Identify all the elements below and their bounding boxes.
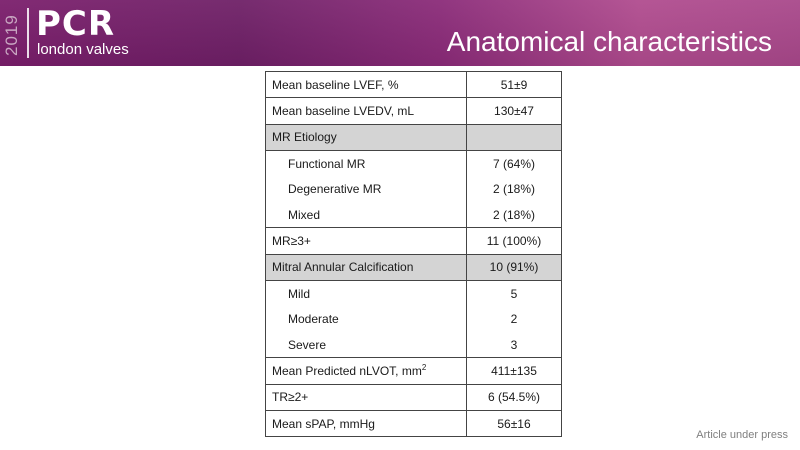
row-label: Mild	[265, 280, 467, 307]
row-label: Mean Predicted nLVOT, mm2	[265, 357, 467, 385]
table-row: Mean baseline LVEDV, mL 130±47	[265, 97, 562, 125]
row-label: Mitral Annular Calcification	[265, 253, 467, 281]
table-row: Moderate 2	[265, 306, 562, 332]
event-year: 2019	[2, 14, 21, 56]
table-row: Functional MR 7 (64%)	[265, 150, 562, 177]
table-row: Mean Predicted nLVOT, mm2 411±135	[265, 357, 562, 385]
row-value: 5	[466, 280, 562, 307]
row-label: Moderate	[265, 306, 467, 332]
row-value: 2 (18%)	[466, 176, 562, 202]
table-row: MR Etiology	[265, 123, 562, 151]
logo-divider	[27, 8, 29, 58]
table-row: Severe 3	[265, 331, 562, 358]
table-row: Mean baseline LVEF, % 51±9	[265, 70, 562, 98]
row-label: MR Etiology	[265, 123, 467, 151]
row-value: 7 (64%)	[466, 150, 562, 177]
row-value: 56±16	[466, 410, 562, 438]
pcr-logo: PCR	[36, 4, 116, 44]
row-label: Mean baseline LVEF, %	[265, 70, 467, 98]
row-label-text: Mean Predicted nLVOT, mm	[272, 364, 422, 379]
row-value: 411±135	[466, 357, 562, 385]
row-value: 2	[466, 306, 562, 332]
footer-note: Article under press	[696, 429, 788, 441]
row-label: Degenerative MR	[265, 176, 467, 202]
row-label: TR≥2+	[265, 383, 467, 411]
row-label: Functional MR	[265, 150, 467, 177]
table-row: Mitral Annular Calcification 10 (91%)	[265, 253, 562, 281]
header-banner	[0, 0, 800, 66]
table-row: Degenerative MR 2 (18%)	[265, 176, 562, 202]
row-value: 3	[466, 331, 562, 358]
row-value: 10 (91%)	[466, 253, 562, 281]
row-value	[466, 123, 562, 151]
row-label: Severe	[265, 331, 467, 358]
table-row: TR≥2+ 6 (54.5%)	[265, 383, 562, 411]
row-value: 51±9	[466, 70, 562, 98]
table-row: Mixed 2 (18%)	[265, 201, 562, 228]
logo-subtitle: london valves	[37, 41, 129, 58]
characteristics-table: Mean baseline LVEF, % 51±9 Mean baseline…	[265, 70, 562, 438]
row-value: 11 (100%)	[466, 227, 562, 255]
row-label: Mean baseline LVEDV, mL	[265, 97, 467, 125]
row-value: 6 (54.5%)	[466, 383, 562, 411]
table-row: Mean sPAP, mmHg 56±16	[265, 410, 562, 438]
superscript: 2	[421, 363, 427, 373]
table-row: Mild 5	[265, 280, 562, 307]
slide-title: Anatomical characteristics	[446, 26, 772, 57]
row-label: Mixed	[265, 201, 467, 228]
table-row: MR≥3+ 11 (100%)	[265, 227, 562, 255]
row-value: 130±47	[466, 97, 562, 125]
row-label: MR≥3+	[265, 227, 467, 255]
row-value: 2 (18%)	[466, 201, 562, 228]
row-label: Mean sPAP, mmHg	[265, 410, 467, 438]
